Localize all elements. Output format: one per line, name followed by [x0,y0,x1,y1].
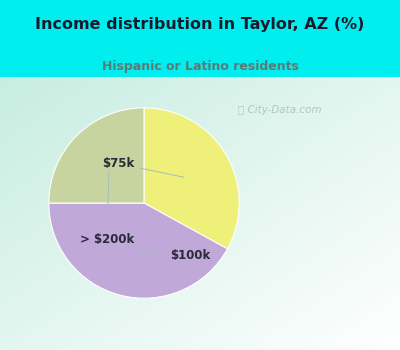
Text: $75k: $75k [102,157,184,177]
Wedge shape [49,108,144,203]
Text: Income distribution in Taylor, AZ (%): Income distribution in Taylor, AZ (%) [35,17,365,32]
Text: > $200k: > $200k [80,171,134,246]
Wedge shape [49,203,228,298]
Text: $100k: $100k [134,249,211,262]
Wedge shape [144,108,239,249]
Text: Hispanic or Latino residents: Hispanic or Latino residents [102,60,298,72]
Text: ⓘ City-Data.com: ⓘ City-Data.com [238,105,322,115]
